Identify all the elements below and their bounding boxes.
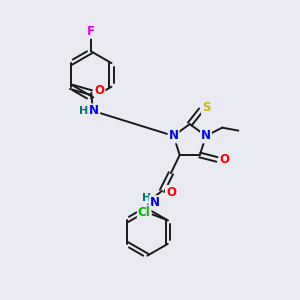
Text: N: N [169,129,178,142]
Text: F: F [87,25,95,38]
Text: O: O [94,84,105,97]
Text: O: O [220,153,230,166]
Text: N: N [89,104,99,117]
Text: N: N [201,129,211,142]
Text: Cl: Cl [138,206,151,219]
Text: H: H [79,106,88,116]
Text: N: N [150,196,160,209]
Text: S: S [202,101,211,114]
Text: H: H [142,193,151,203]
Text: O: O [166,186,176,199]
